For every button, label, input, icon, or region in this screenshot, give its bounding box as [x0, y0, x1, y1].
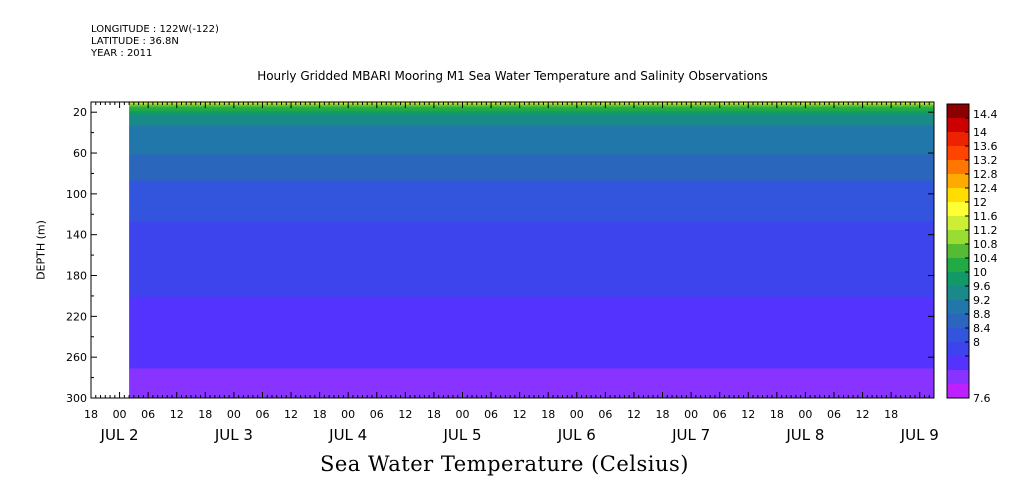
x-tick-label: 18: [198, 408, 212, 421]
x-tick-label: 12: [170, 408, 184, 421]
colorbar-label: 12: [973, 196, 987, 209]
colorbar-label: 8.4: [973, 322, 991, 335]
colorbar-swatch: [947, 160, 969, 175]
x-tick-label: 18: [84, 408, 98, 421]
colorbar-label: 13.6: [973, 140, 998, 153]
x-tick-label: 18: [656, 408, 670, 421]
plot-area: [129, 102, 935, 398]
x-tick-label: 18: [541, 408, 555, 421]
x-tick-label: 18: [884, 408, 898, 421]
x-tick-label: 06: [141, 408, 155, 421]
colorbar-swatch: [947, 370, 969, 385]
colorbar-swatch: [947, 314, 969, 329]
x-tick-label: 00: [113, 408, 127, 421]
colorbar-swatch: [947, 300, 969, 315]
y-tick-label: 220: [66, 310, 87, 323]
x-tick-label: 12: [398, 408, 412, 421]
x-tick-label: 18: [427, 408, 441, 421]
x-day-label: JUL 6: [557, 426, 596, 444]
x-tick-label: 18: [770, 408, 784, 421]
colorbar-label: 12.4: [973, 182, 998, 195]
x-tick-label: 18: [313, 408, 327, 421]
year-label: YEAR : 2011: [91, 48, 153, 59]
colorbar-swatch: [947, 328, 969, 343]
colorbar: 14.4 1413.613.212.812.41211.611.210.810.4…: [946, 103, 998, 405]
y-tick-label: 260: [66, 351, 87, 364]
colorbar-swatch: [947, 174, 969, 189]
colorbar-label: 13.2: [973, 154, 998, 167]
colorbar-label: 8.8: [973, 308, 991, 321]
colorbar-label: 8: [973, 336, 980, 349]
x-day-label: JUL 5: [442, 426, 481, 444]
colorbar-label: 12.8: [973, 168, 998, 181]
x-day-label: JUL 9: [900, 426, 939, 444]
colorbar-swatch: [947, 188, 969, 203]
colorbar-label: 11.2: [973, 224, 998, 237]
colorbar-label: 10: [973, 266, 987, 279]
y-tick-label: 20: [73, 106, 87, 119]
plot-frame: [90, 101, 935, 399]
x-tick-label: 00: [798, 408, 812, 421]
colorbar-label: 7.6: [973, 392, 991, 405]
x-tick-label: 12: [284, 408, 298, 421]
x-tick-label: 12: [856, 408, 870, 421]
x-tick-label: 00: [570, 408, 584, 421]
x-tick-label: 12: [741, 408, 755, 421]
colorbar-swatch: [947, 202, 969, 217]
x-tick-label: 12: [513, 408, 527, 421]
colorbar-swatch: [947, 118, 969, 133]
y-tick-label: 180: [66, 270, 87, 283]
x-day-label: JUL 7: [671, 426, 710, 444]
x-tick-label: 00: [684, 408, 698, 421]
chart-title: Hourly Gridded MBARI Mooring M1 Sea Wate…: [257, 69, 768, 83]
colorbar-swatch: [947, 244, 969, 259]
x-tick-label: 12: [627, 408, 641, 421]
x-tick-label: 00: [341, 408, 355, 421]
colorbar-swatch: [947, 104, 969, 119]
colorbar-swatch: [947, 286, 969, 301]
x-tick-label: 06: [484, 408, 498, 421]
x-day-label: JUL 3: [214, 426, 253, 444]
x-tick-label: 06: [255, 408, 269, 421]
colorbar-label: 11.6: [973, 210, 998, 223]
colorbar-label: 9.2: [973, 294, 991, 307]
colorbar-swatch: [947, 230, 969, 245]
colorbar-variable-label: Sea Water Temperature (Celsius): [319, 452, 689, 476]
colorbar-swatch: [947, 342, 969, 357]
x-tick-label: 00: [455, 408, 469, 421]
y-tick-label: 300: [66, 392, 87, 405]
latitude-label: LATITUDE : 36.8N: [91, 36, 179, 47]
x-day-label: JUL 8: [785, 426, 824, 444]
colorbar-label: 10.4: [973, 252, 998, 265]
x-tick-label: 06: [827, 408, 841, 421]
x-tick-label: 00: [227, 408, 241, 421]
colorbar-frame: [946, 103, 970, 399]
colorbar-label: 14: [973, 126, 987, 139]
colorbar-swatch: [947, 146, 969, 161]
x-day-label: JUL 4: [328, 426, 367, 444]
colorbar-label: 14.4: [973, 108, 998, 121]
colorbar-label: 9.6: [973, 280, 991, 293]
y-tick-label: 60: [73, 147, 87, 160]
colorbar-swatch: [947, 356, 969, 371]
colorbar-swatch: [947, 384, 969, 399]
colorbar-swatch: [947, 216, 969, 231]
longitude-label: LONGITUDE : 122W(-122): [91, 24, 219, 35]
colorbar-swatch: [947, 272, 969, 287]
y-tick-label: 100: [66, 188, 87, 201]
x-tick-label: 06: [713, 408, 727, 421]
x-day-label: JUL 2: [100, 426, 139, 444]
colorbar-swatch: [947, 258, 969, 273]
colorbar-label: 10.8: [973, 238, 998, 251]
temperature-field: [129, 102, 935, 398]
y-tick-label: 140: [66, 229, 87, 242]
axes: 20 60 100 140 180 220 260 300 18 00 06 12 18 00 06 12 18…: [66, 101, 939, 444]
x-tick-label: 06: [370, 408, 384, 421]
x-tick-label: 06: [598, 408, 612, 421]
colorbar-swatch: [947, 132, 969, 147]
